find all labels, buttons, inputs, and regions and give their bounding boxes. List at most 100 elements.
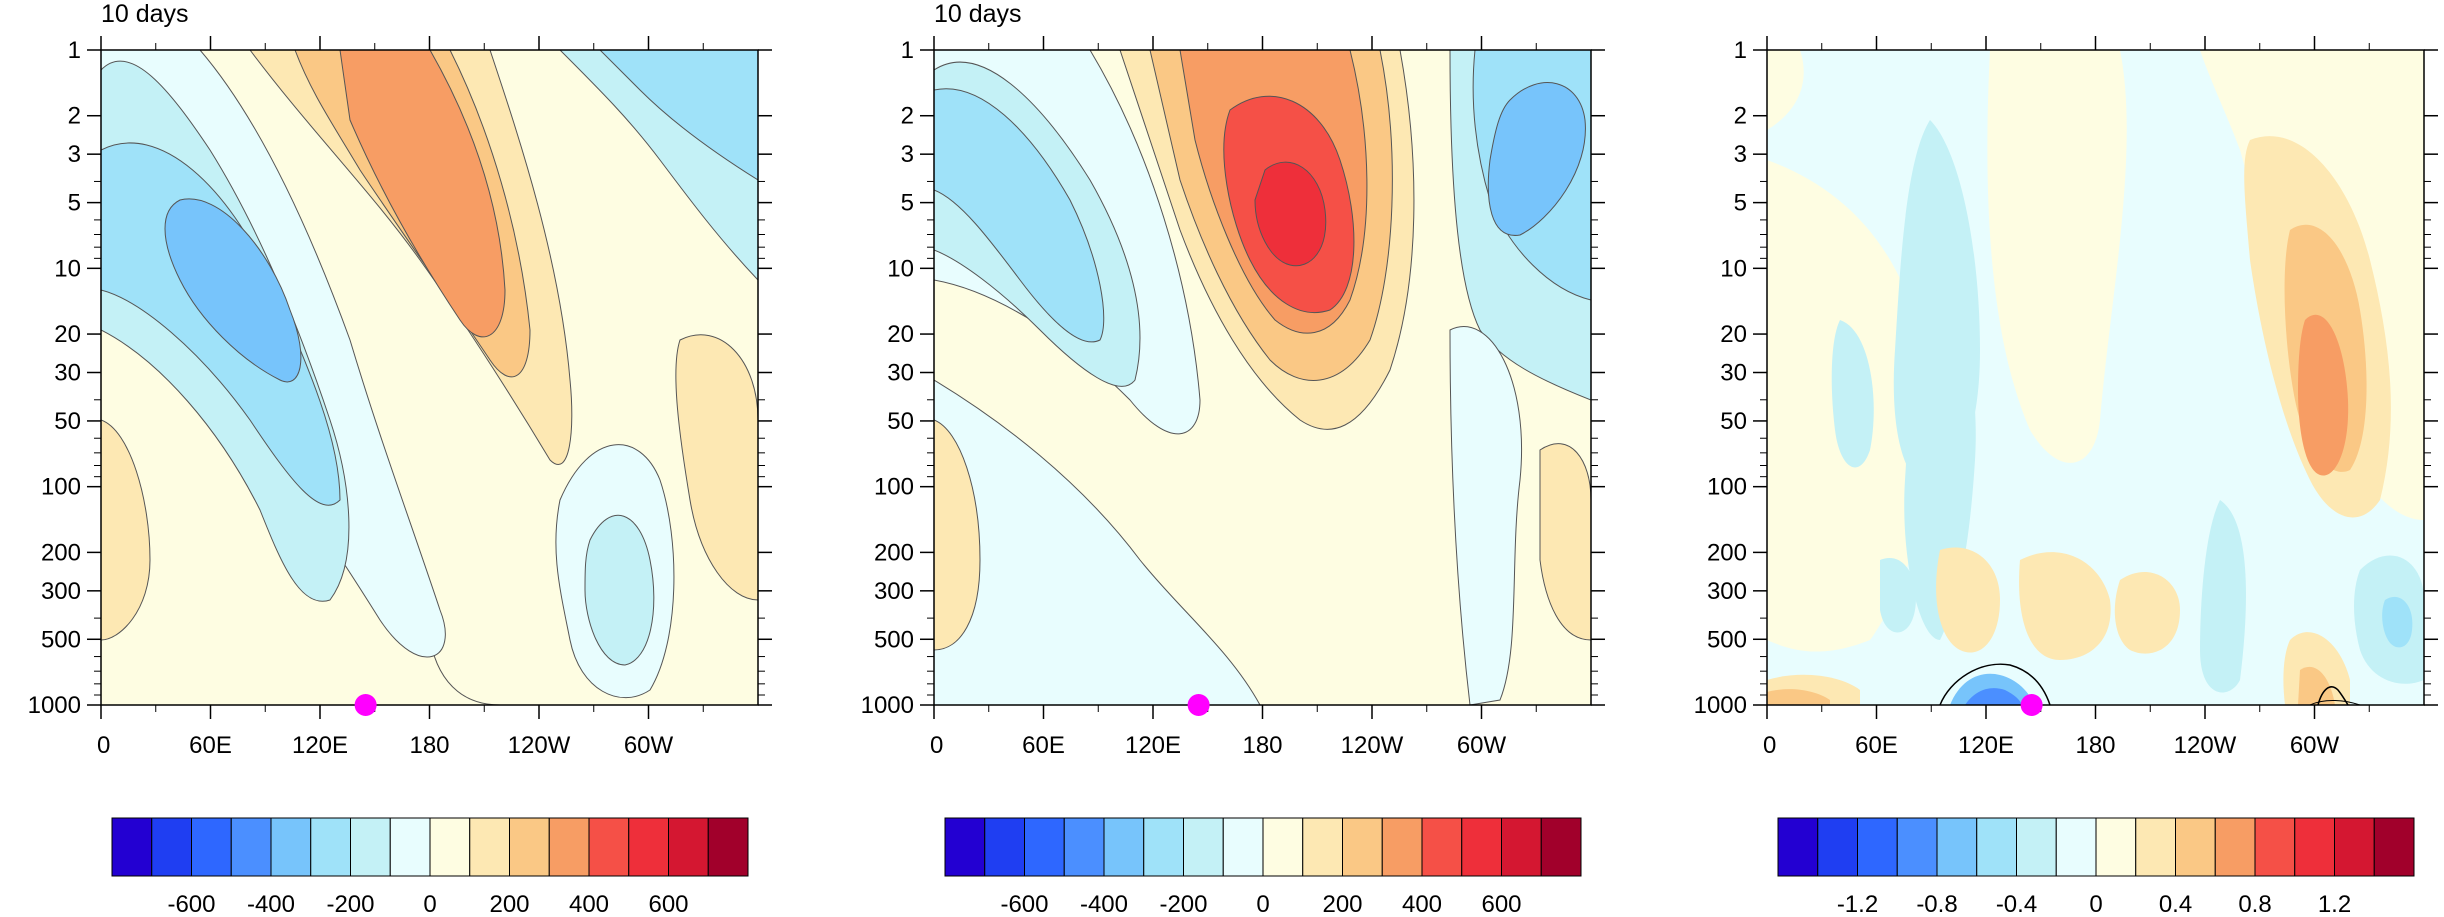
y-tick-label: 100 <box>1707 474 1747 501</box>
x-axis-1: 0 60E 120E 180 120W 60W <box>97 36 704 759</box>
y-tick-label: 5 <box>901 190 914 217</box>
colorbar-swatch <box>310 817 351 877</box>
colorbar-label: -200 <box>326 891 374 917</box>
x-tick-label: 120W <box>508 732 571 759</box>
colorbar-swatch <box>2175 817 2216 877</box>
panel-title-2: 10 days <box>934 0 1022 28</box>
y-tick-label: 10 <box>54 255 81 282</box>
x-tick-label: 60W <box>1457 732 1507 759</box>
colorbar-swatch <box>230 817 272 877</box>
x-tick-label: 120E <box>1958 732 2014 759</box>
y-tick-label: 100 <box>874 474 914 501</box>
y-tick-label: 200 <box>874 539 914 566</box>
panel-title-1: 10 days <box>101 0 189 28</box>
colorbar-swatch <box>1103 817 1145 877</box>
y-tick-label: 3 <box>68 141 81 168</box>
location-marker <box>2020 694 2043 716</box>
colorbar-swatch <box>1540 817 1582 877</box>
colorbar-swatch <box>588 817 630 877</box>
colorbar-swatch <box>389 817 431 877</box>
x-tick-label: 120W <box>1341 732 1404 759</box>
colorbar-swatch <box>1381 817 1423 877</box>
colorbar-swatch <box>707 817 749 877</box>
y-tick-label: 3 <box>1734 141 1747 168</box>
colorbar-3: -1.2 -0.8 -0.4 0 0.4 0.8 1.2 <box>1777 817 2415 917</box>
x-tick-label: 60W <box>2290 732 2340 759</box>
colorbar-swatch <box>1421 817 1463 877</box>
location-marker <box>354 694 377 716</box>
colorbar-label: 1.2 <box>2318 891 2351 917</box>
colorbar-swatch <box>2294 817 2335 877</box>
x-tick-label: 60W <box>624 732 674 759</box>
x-tick-label: 180 <box>409 732 449 759</box>
colorbar-label: 200 <box>489 891 529 917</box>
colorbar-swatch <box>1817 817 1858 877</box>
colorbar-swatch <box>1777 817 1819 877</box>
panel-3: 1 2 3 5 10 20 30 50 100 200 300 500 1000 0 60E 120E 180… <box>1694 36 2438 917</box>
y-tick-label: 50 <box>887 408 914 435</box>
y-tick-label: 3 <box>901 141 914 168</box>
colorbar-swatch <box>2334 817 2375 877</box>
colorbar-swatch <box>2373 817 2415 877</box>
contour-field-2 <box>934 50 1591 705</box>
contour-field-3 <box>1767 50 2424 705</box>
colorbar-swatch <box>1896 817 1938 877</box>
colorbar-swatch <box>628 817 669 877</box>
y-tick-label: 200 <box>41 539 81 566</box>
colorbar-swatch <box>2055 817 2097 877</box>
colorbar-swatch <box>1976 817 2017 877</box>
colorbar-swatch <box>1143 817 1184 877</box>
colorbar-1: -600 -400 -200 0 200 400 600 <box>111 817 749 917</box>
y-tick-label: 30 <box>1720 360 1747 387</box>
colorbar-label: 200 <box>1322 891 1362 917</box>
colorbar-label: 600 <box>1481 891 1521 917</box>
y-tick-label: 1000 <box>861 692 914 719</box>
y-axis-2: 1 2 3 5 10 20 30 50 100 200 300 500 1000 <box>861 37 1605 719</box>
y-tick-label: 1 <box>68 37 81 64</box>
colorbar-swatch <box>1183 817 1224 877</box>
colorbar-swatch <box>151 817 192 877</box>
y-tick-label: 5 <box>1734 190 1747 217</box>
colorbar-swatch <box>668 817 709 877</box>
x-axis-3: 0 60E 120E 180 120W 60W <box>1763 36 2370 759</box>
colorbar-swatch <box>1342 817 1383 877</box>
colorbar-label: 600 <box>648 891 688 917</box>
x-tick-label: 120E <box>292 732 348 759</box>
x-tick-label: 60E <box>189 732 232 759</box>
location-marker <box>1187 694 1210 716</box>
colorbar-label: -0.8 <box>1916 891 1957 917</box>
contour-field-1 <box>101 50 758 705</box>
colorbar-label: -400 <box>247 891 295 917</box>
y-tick-label: 1 <box>901 37 914 64</box>
colorbar-swatch <box>270 817 312 877</box>
y-axis-3: 1 2 3 5 10 20 30 50 100 200 300 500 1000 <box>1694 37 2438 719</box>
colorbar-label: -200 <box>1159 891 1207 917</box>
y-tick-label: 500 <box>1707 626 1747 653</box>
colorbar-swatch <box>1461 817 1502 877</box>
x-tick-label: 0 <box>1763 732 1776 759</box>
colorbar-label: -600 <box>1000 891 1048 917</box>
colorbar-swatch <box>1024 817 1065 877</box>
y-tick-label: 20 <box>1720 321 1747 348</box>
y-tick-label: 100 <box>41 474 81 501</box>
colorbar-swatch <box>1262 817 1304 877</box>
colorbar-swatch <box>350 817 391 877</box>
y-tick-label: 5 <box>68 190 81 217</box>
y-tick-label: 30 <box>54 360 81 387</box>
colorbar-swatch <box>1936 817 1978 877</box>
x-tick-label: 0 <box>930 732 943 759</box>
colorbar-swatch <box>1857 817 1898 877</box>
y-tick-label: 500 <box>41 626 81 653</box>
y-tick-label: 2 <box>1734 103 1747 130</box>
x-tick-label: 60E <box>1022 732 1065 759</box>
colorbar-swatch <box>1063 817 1105 877</box>
colorbar-swatch <box>469 817 510 877</box>
colorbar-label: -0.4 <box>1996 891 2037 917</box>
y-tick-label: 1 <box>1734 37 1747 64</box>
x-tick-label: 120W <box>2174 732 2237 759</box>
panel-1: 1 2 3 5 10 20 30 50 100 200 300 500 1000 0 60E 120E 180… <box>28 0 772 917</box>
colorbar-swatch <box>944 817 986 877</box>
colorbar-swatch <box>191 817 232 877</box>
colorbar-swatch <box>2095 817 2137 877</box>
